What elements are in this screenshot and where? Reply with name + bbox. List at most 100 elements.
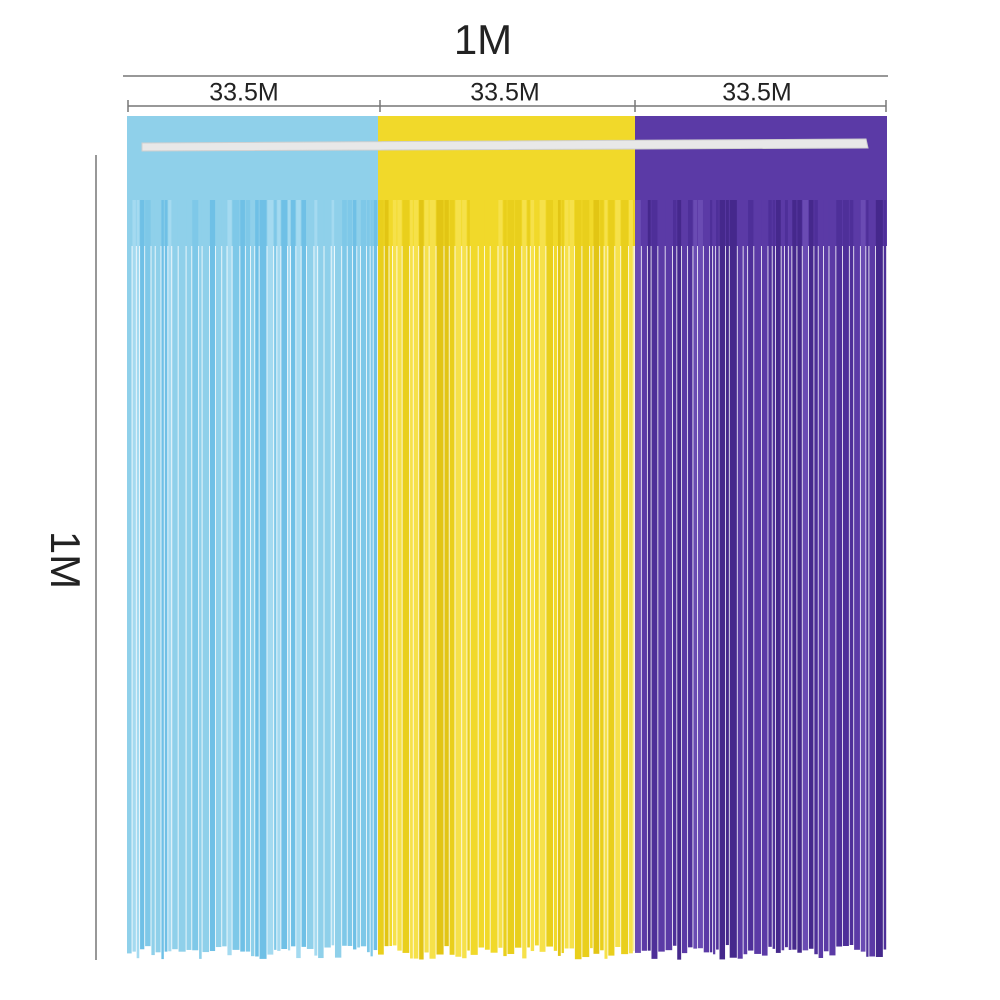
fringe-strip <box>449 200 455 955</box>
fringe-strip <box>259 200 267 959</box>
width-label: 1M <box>454 16 512 63</box>
fringe-strip <box>772 200 776 949</box>
fringe-strip <box>781 200 785 951</box>
fringe-strip <box>245 200 251 952</box>
fringe-strip <box>883 200 887 950</box>
fringe-strip <box>681 200 688 954</box>
fringe-strip <box>713 200 716 955</box>
fringe-strip <box>725 200 729 946</box>
fringe-strip <box>478 200 485 948</box>
fringe-strip <box>703 200 710 953</box>
fringe-strip <box>306 200 314 949</box>
hanging-strip <box>141 138 869 152</box>
fringe-strip <box>178 200 186 952</box>
fringe-strip <box>353 200 357 950</box>
fringe-strip <box>455 200 462 957</box>
fringe-strip <box>484 200 490 950</box>
fringe-strip <box>186 200 192 950</box>
fringe-strip <box>600 200 604 951</box>
fringe-strip <box>314 200 318 956</box>
fringe-strip <box>818 200 824 958</box>
fringe-strip <box>172 200 178 950</box>
fringe-strip <box>397 200 402 951</box>
fringe-strip <box>665 200 673 951</box>
fringe-strip <box>737 200 743 959</box>
fringe-strip <box>719 200 726 960</box>
fringe-strip <box>553 200 558 951</box>
fringe-strip <box>424 200 429 953</box>
fringe-strip <box>635 200 641 953</box>
segment-label: 33.5M <box>209 79 278 107</box>
fringe-strip <box>419 200 424 960</box>
fringe-strip <box>574 200 582 960</box>
fringe-strip <box>357 200 361 948</box>
fringe-strip <box>267 200 274 955</box>
fringe-strip <box>168 200 172 952</box>
fringe-strip <box>615 200 621 947</box>
fringe-strip <box>534 200 539 946</box>
fringe-strip <box>366 200 370 953</box>
fringe-strip <box>136 200 140 959</box>
fringe-strip <box>250 200 255 957</box>
fringe-strip <box>360 200 367 947</box>
fringe-strip <box>802 200 809 951</box>
fringe-strip <box>797 200 802 953</box>
fringe-strip <box>240 200 245 952</box>
fringe-strip <box>647 200 651 951</box>
fringe-strip <box>849 200 854 946</box>
fringe-strip <box>402 200 410 953</box>
fringe-strip <box>608 200 615 956</box>
fringe-strip <box>202 200 210 953</box>
fringe-strip <box>287 200 291 951</box>
fringe-strip <box>557 200 561 956</box>
fringe-strip <box>296 200 301 959</box>
fringe-strip <box>331 200 335 946</box>
fringe-strip <box>604 200 608 959</box>
fringe-strip <box>792 200 797 950</box>
fringe-strip <box>301 200 307 947</box>
fringe-strip <box>413 200 419 959</box>
fringe-strip <box>561 200 564 954</box>
fringe-strip <box>515 200 522 948</box>
fringe-strip <box>140 200 145 950</box>
fringe-strip <box>748 200 754 951</box>
fringe-strip <box>673 200 677 946</box>
fringe-strip <box>467 200 470 951</box>
fringe-strip <box>522 200 527 959</box>
fringe-strip <box>436 200 444 955</box>
fringe-strip <box>527 200 530 948</box>
fringe-strip <box>498 200 503 948</box>
fringe-strip <box>384 200 389 947</box>
fringe-strip <box>490 200 498 953</box>
fringe-strip <box>729 200 737 958</box>
fringe-strip <box>569 200 575 949</box>
fringe-strip <box>145 200 151 947</box>
fringe-strip <box>564 200 569 949</box>
fringe-strip <box>697 200 703 949</box>
fringe-strip <box>641 200 647 951</box>
fringe-strip <box>860 200 866 952</box>
fringe-strip <box>808 200 814 949</box>
fringe-strip <box>743 200 748 955</box>
fringe-strip <box>127 200 132 954</box>
fringe-strip <box>318 200 324 959</box>
fringe-strip <box>775 200 781 953</box>
fringe-strip <box>693 200 698 949</box>
fringe-strip <box>823 200 829 952</box>
fringe-strip <box>324 200 331 948</box>
fringe-strip <box>370 200 373 957</box>
fringe-strip <box>754 200 762 954</box>
fringe-strip <box>768 200 772 947</box>
fringe-strip <box>582 200 590 958</box>
fringe-strip <box>444 200 449 947</box>
fringe-strip <box>633 200 635 951</box>
fringe-strip <box>866 200 869 957</box>
fringe-strip <box>530 200 535 952</box>
fringe-strip <box>291 200 296 947</box>
fringe-strip <box>784 200 788 948</box>
fringe-strip <box>829 200 836 956</box>
fringe-strip <box>373 200 378 951</box>
segment-label: 33.5M <box>470 79 539 107</box>
fringe-strip <box>209 200 216 952</box>
